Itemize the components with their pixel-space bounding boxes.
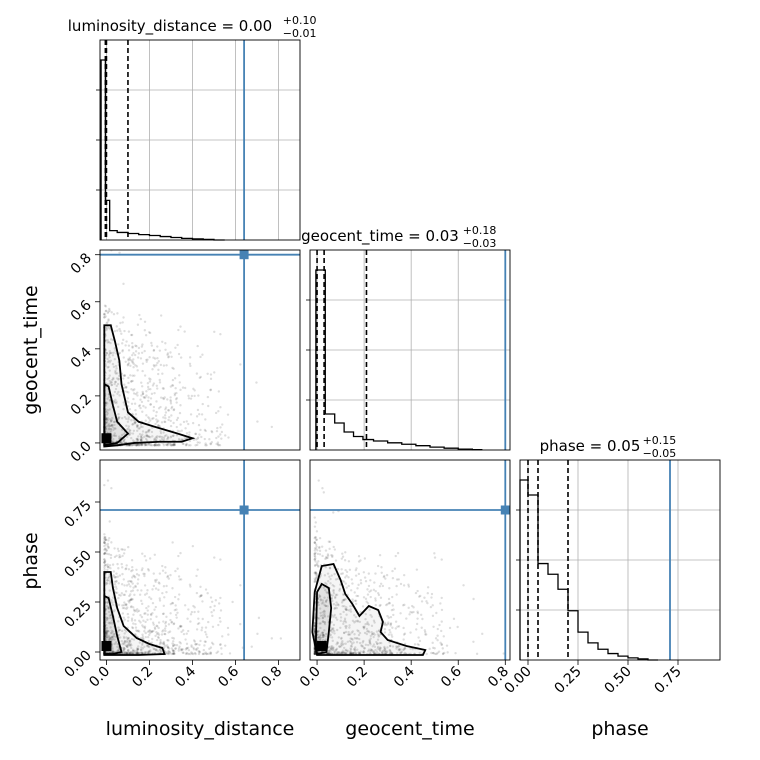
hist-panel-geocent-time: geocent_time = 0.03 +0.18−0.03 bbox=[301, 224, 510, 451]
xtick-phase-1: 0.25 bbox=[551, 664, 584, 697]
xtick-geocent-time-0: 0.0 bbox=[297, 664, 324, 691]
scatter-panel-luminosity-distance-geocent-time bbox=[100, 250, 300, 450]
scatter-panel-geocent-time-phase bbox=[310, 460, 510, 660]
contour-inner-2 bbox=[314, 582, 333, 656]
xtick-phase-0: 0.00 bbox=[501, 664, 534, 697]
ytick-geocent-time-1: 0.2 bbox=[68, 391, 95, 418]
contour-inner-0 bbox=[103, 382, 130, 447]
title-minus-phase: −0.05 bbox=[643, 447, 677, 460]
ytick-geocent-time-3: 0.6 bbox=[68, 297, 95, 324]
contour-inner-1 bbox=[103, 594, 123, 655]
hist-frame-geocent-time bbox=[309, 249, 511, 451]
hist-panel-luminosity-distance: luminosity_distance = 0.00 +0.10−0.01 bbox=[68, 14, 317, 241]
ytick-geocent-time-0: 0.0 bbox=[68, 438, 95, 465]
xtick-phase-2: 0.50 bbox=[601, 664, 634, 697]
ytick-geocent-time-4: 0.8 bbox=[68, 250, 95, 277]
scatter-frame-1 bbox=[99, 459, 301, 661]
title-plus-geocent-time: +0.18 bbox=[463, 224, 497, 237]
scatter-frame-2 bbox=[309, 459, 511, 661]
xtick-geocent-time-2: 0.4 bbox=[391, 663, 418, 690]
panels: luminosity_distance = 0.00 +0.10−0.01 geoc… bbox=[61, 14, 721, 697]
hist-step-geocent-time bbox=[315, 269, 483, 451]
xtick-luminosity-distance-1: 0.2 bbox=[129, 664, 156, 691]
injection-marker-0 bbox=[239, 250, 249, 260]
title-luminosity-distance: luminosity_distance = 0.00 bbox=[68, 17, 272, 36]
density-peak-1 bbox=[101, 641, 112, 651]
ytick-geocent-time-2: 0.4 bbox=[68, 344, 95, 371]
injection-marker-1 bbox=[239, 505, 249, 515]
contour-outer-0 bbox=[103, 324, 196, 448]
xlabel-luminosity-distance: luminosity_distance bbox=[106, 718, 295, 740]
title-phase: phase = 0.05 bbox=[540, 437, 641, 455]
ytick-phase-2: 0.50 bbox=[61, 548, 94, 581]
xtick-geocent-time-3: 0.6 bbox=[438, 663, 465, 690]
xtick-luminosity-distance-3: 0.6 bbox=[215, 663, 242, 690]
xtick-luminosity-distance-4: 0.8 bbox=[258, 664, 285, 691]
title-minus-luminosity-distance: −0.01 bbox=[283, 27, 317, 40]
hist-frame-phase bbox=[519, 459, 721, 661]
hist-frame-luminosity-distance bbox=[99, 39, 301, 241]
scatter-frame-0 bbox=[99, 249, 301, 451]
title-geocent-time: geocent_time = 0.03 bbox=[301, 227, 459, 246]
density-peak-2 bbox=[316, 641, 327, 651]
title-plus-phase: +0.15 bbox=[643, 434, 677, 447]
hist-step-luminosity-distance bbox=[100, 59, 225, 241]
ylabel-geocent-time: geocent_time bbox=[20, 285, 42, 414]
xlabel-geocent-time: geocent_time bbox=[345, 718, 474, 740]
hist-step-phase bbox=[519, 479, 658, 661]
ytick-phase-3: 0.75 bbox=[61, 498, 94, 531]
scatter-panel-luminosity-distance-phase bbox=[100, 460, 300, 660]
xtick-phase-3: 0.75 bbox=[651, 664, 684, 697]
injection-marker-2 bbox=[500, 505, 510, 515]
contour-outer-1 bbox=[103, 571, 166, 656]
xtick-geocent-time-1: 0.2 bbox=[344, 664, 371, 691]
title-plus-luminosity-distance: +0.10 bbox=[283, 14, 317, 27]
contour-outer-2 bbox=[311, 562, 427, 656]
density-peak-0 bbox=[101, 433, 112, 444]
xlabel-phase: phase bbox=[591, 718, 648, 740]
ylabel-phase: phase bbox=[20, 532, 42, 589]
xtick-luminosity-distance-0: 0.0 bbox=[86, 664, 113, 691]
ytick-phase-1: 0.25 bbox=[61, 598, 94, 631]
hist-panel-phase: phase = 0.05 +0.15−0.05 bbox=[516, 434, 720, 661]
xtick-luminosity-distance-2: 0.4 bbox=[172, 663, 199, 690]
title-minus-geocent-time: −0.03 bbox=[463, 237, 497, 250]
